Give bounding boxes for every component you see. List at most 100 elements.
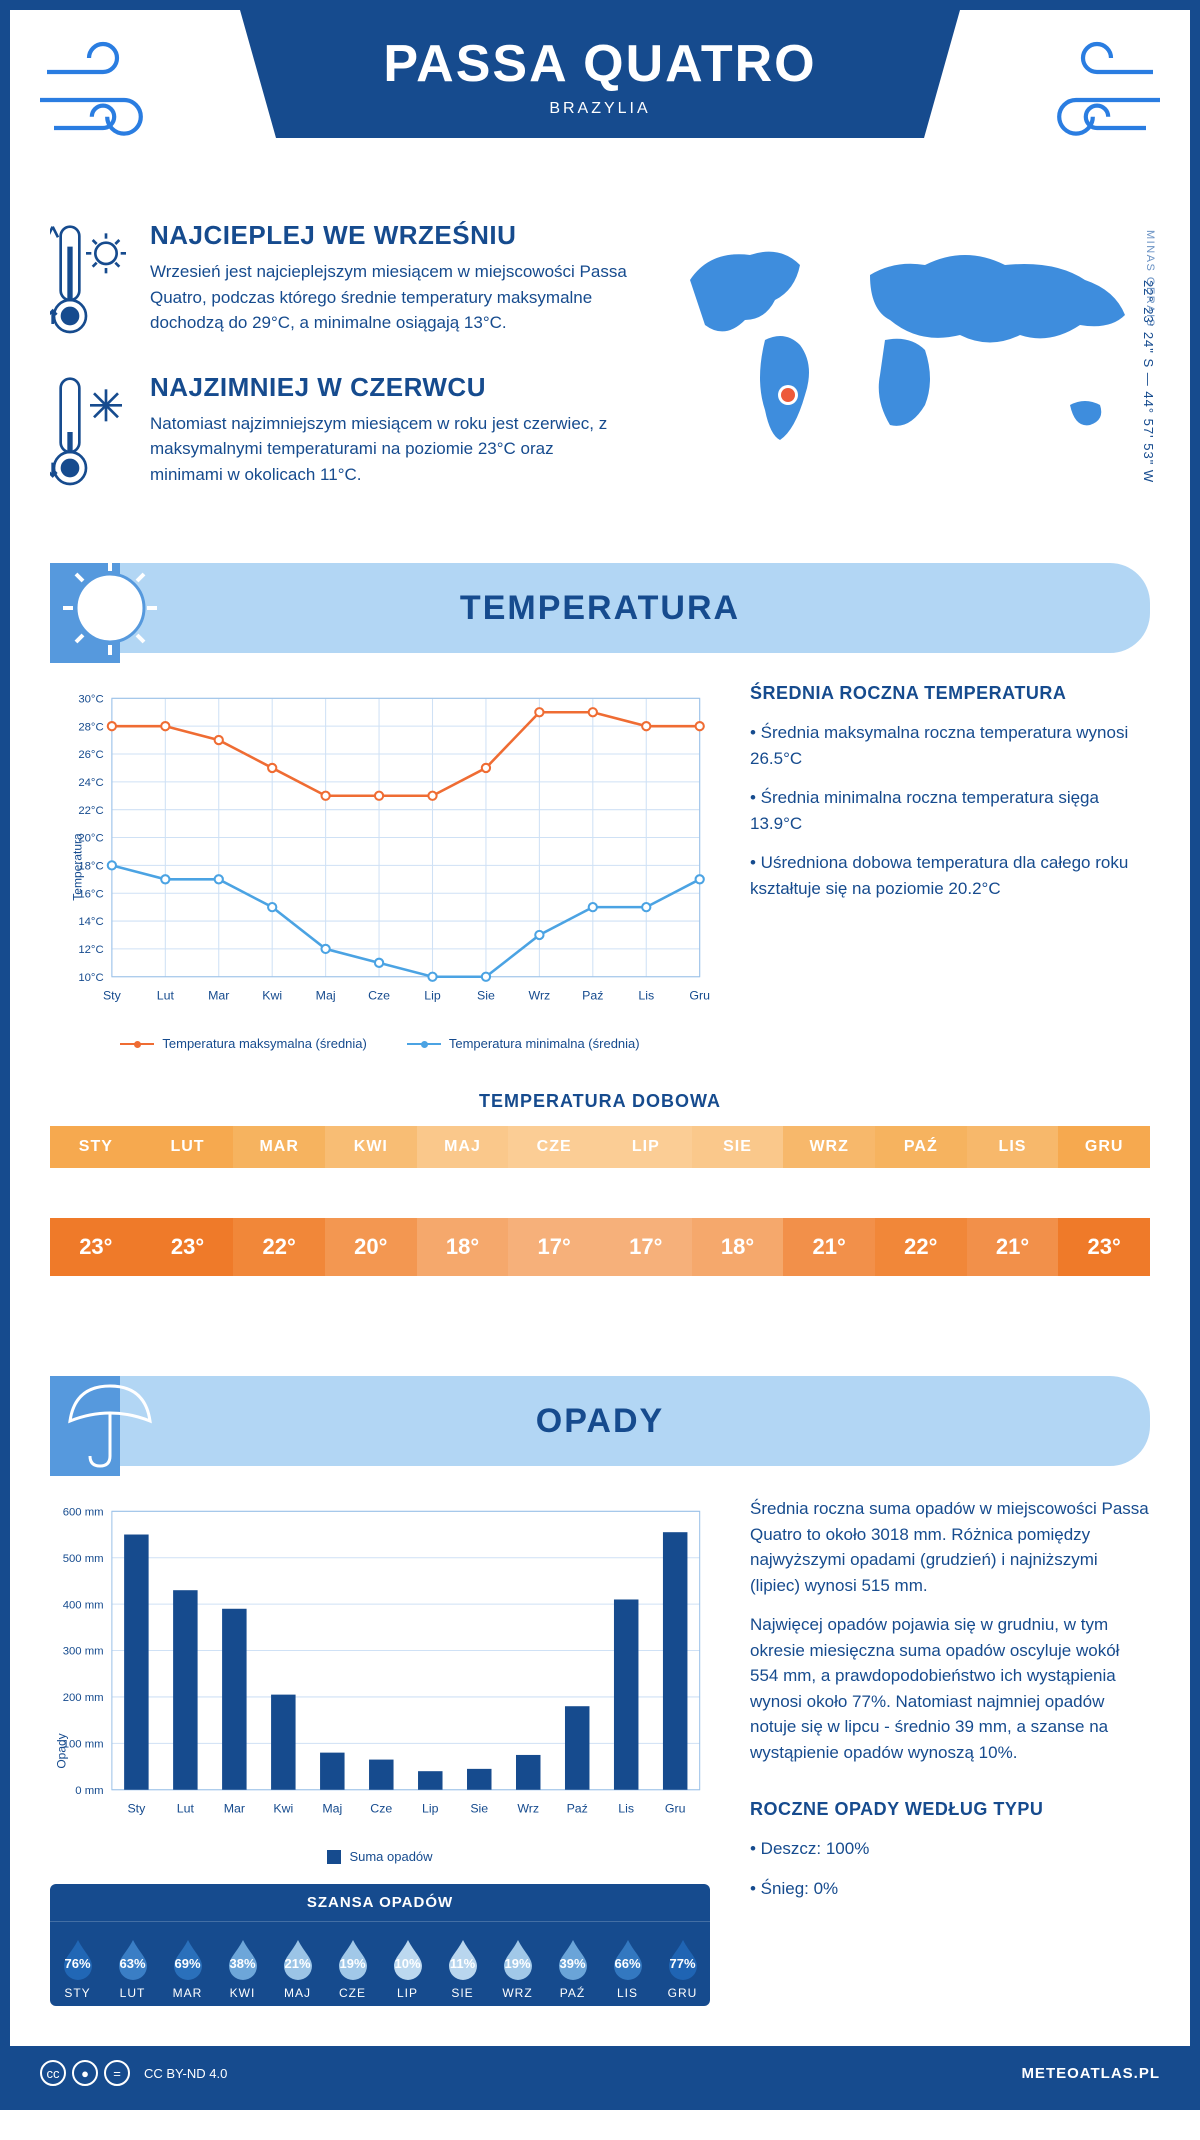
- wind-icon: [1020, 30, 1160, 170]
- precip-chance-cell: 19% CZE: [325, 1922, 380, 2006]
- svg-text:200 mm: 200 mm: [63, 1692, 104, 1704]
- world-map: [670, 220, 1150, 480]
- precip-chance-cell: 69% MAR: [160, 1922, 215, 2006]
- coldest-text: Natomiast najzimniejszym miesiącem w rok…: [150, 411, 630, 488]
- intro-text-column: NAJCIEPLEJ WE WRZEŚNIU Wrzesień jest naj…: [50, 220, 630, 523]
- temperature-side: ŚREDNIA ROCZNA TEMPERATURA • Średnia mak…: [750, 683, 1150, 1051]
- header: PASSA QUATRO BRAZYLIA: [10, 10, 1190, 190]
- temp-month-head: KWI: [325, 1126, 417, 1168]
- svg-text:300 mm: 300 mm: [63, 1646, 104, 1658]
- svg-text:Gru: Gru: [689, 988, 710, 1002]
- raindrop-icon: 69%: [166, 1936, 210, 1980]
- svg-text:24°C: 24°C: [78, 777, 103, 789]
- thermometer-hot-icon: [50, 220, 130, 330]
- coldest-title: NAJZIMNIEJ W CZERWCU: [150, 372, 630, 403]
- svg-text:Wrz: Wrz: [517, 1801, 539, 1815]
- temp-month-head: PAŹ: [875, 1126, 967, 1168]
- raindrop-icon: 66%: [606, 1936, 650, 1980]
- hottest-block: NAJCIEPLEJ WE WRZEŚNIU Wrzesień jest naj…: [50, 220, 630, 336]
- svg-text:Cze: Cze: [370, 1801, 392, 1815]
- legend-max: Temperatura maksymalna (średnia): [162, 1036, 366, 1051]
- svg-text:Paź: Paź: [567, 1801, 588, 1815]
- temperature-chart: Temperatura 10°C12°C14°C16°C18°C20°C22°C…: [50, 683, 710, 1051]
- precip-type-item: • Śnieg: 0%: [750, 1876, 1150, 1902]
- content: NAJCIEPLEJ WE WRZEŚNIU Wrzesień jest naj…: [10, 220, 1190, 2006]
- precip-y-label: Opady: [55, 1733, 69, 1768]
- temp-month-head: STY: [50, 1126, 142, 1168]
- precip-chance-cell: 77% GRU: [655, 1922, 710, 2006]
- cc-icon: cc: [40, 2060, 66, 2086]
- map-wrap: MINAS GERAIS 22° 23' 24" S — 44° 57' 53"…: [670, 220, 1150, 523]
- temp-month-head: LUT: [142, 1126, 234, 1168]
- intro-section: NAJCIEPLEJ WE WRZEŚNIU Wrzesień jest naj…: [50, 220, 1150, 523]
- temp-daily-head: STYLUTMARKWIMAJCZELIPSIEWRZPAŹLISGRU: [50, 1126, 1150, 1168]
- svg-text:Wrz: Wrz: [529, 988, 551, 1002]
- legend-precip: Suma opadów: [349, 1849, 432, 1864]
- precipitation-chart-row: Opady 0 mm 100 mm 200 mm 300 mm 400 mm 500 mm…: [50, 1496, 1150, 2006]
- raindrop-icon: 38%: [221, 1936, 265, 1980]
- temp-side-item: • Średnia minimalna roczna temperatura s…: [750, 785, 1150, 836]
- raindrop-icon: 19%: [496, 1936, 540, 1980]
- temp-month-head: MAR: [233, 1126, 325, 1168]
- temp-month-value: 23°: [142, 1218, 234, 1276]
- temp-month-value: 18°: [417, 1218, 509, 1276]
- temp-month-head: MAJ: [417, 1126, 509, 1168]
- svg-text:400 mm: 400 mm: [63, 1599, 104, 1611]
- precip-p2: Najwięcej opadów pojawia się w grudniu, …: [750, 1612, 1150, 1765]
- svg-text:500 mm: 500 mm: [63, 1553, 104, 1565]
- svg-text:Maj: Maj: [316, 988, 336, 1002]
- svg-text:28°C: 28°C: [78, 721, 103, 733]
- sun-icon: [50, 553, 170, 663]
- by-icon: ●: [72, 2060, 98, 2086]
- svg-text:Sie: Sie: [477, 988, 495, 1002]
- coords-label: 22° 23' 24" S — 44° 57' 53" W: [1141, 280, 1156, 483]
- thermometer-cold-icon: [50, 372, 130, 482]
- map-marker: [781, 388, 795, 402]
- raindrop-icon: 11%: [441, 1936, 485, 1980]
- precip-chance-cell: 38% KWI: [215, 1922, 270, 2006]
- precip-chance-cell: 19% WRZ: [490, 1922, 545, 2006]
- temp-month-head: CZE: [508, 1126, 600, 1168]
- license-text: CC BY-ND 4.0: [144, 2066, 227, 2081]
- precip-type-title: ROCZNE OPADY WEDŁUG TYPU: [750, 1799, 1150, 1820]
- temperature-section-head: TEMPERATURA: [50, 563, 1150, 653]
- svg-text:Sty: Sty: [103, 988, 122, 1002]
- precipitation-side: Średnia roczna suma opadów w miejscowośc…: [750, 1496, 1150, 2006]
- svg-text:12°C: 12°C: [78, 944, 103, 956]
- svg-text:Kwi: Kwi: [262, 988, 282, 1002]
- svg-text:Kwi: Kwi: [273, 1801, 293, 1815]
- temp-month-value: 17°: [508, 1218, 600, 1276]
- temp-month-head: SIE: [692, 1126, 784, 1168]
- temp-month-value: 23°: [1058, 1218, 1150, 1276]
- temp-side-item: • Uśredniona dobowa temperatura dla całe…: [750, 850, 1150, 901]
- temp-month-head: GRU: [1058, 1126, 1150, 1168]
- hottest-title: NAJCIEPLEJ WE WRZEŚNIU: [150, 220, 630, 251]
- raindrop-icon: 63%: [111, 1936, 155, 1980]
- precip-chance-cell: 66% LIS: [600, 1922, 655, 2006]
- coldest-block: NAJZIMNIEJ W CZERWCU Natomiast najzimnie…: [50, 372, 630, 488]
- svg-text:30°C: 30°C: [78, 693, 103, 705]
- svg-text:Mar: Mar: [208, 988, 229, 1002]
- precip-p1: Średnia roczna suma opadów w miejscowośc…: [750, 1496, 1150, 1598]
- svg-text:Sie: Sie: [470, 1801, 488, 1815]
- temperature-chart-row: Temperatura 10°C12°C14°C16°C18°C20°C22°C…: [50, 683, 1150, 1051]
- header-banner: PASSA QUATRO BRAZYLIA: [240, 10, 960, 138]
- svg-text:Maj: Maj: [322, 1801, 342, 1815]
- precipitation-chart: Opady 0 mm 100 mm 200 mm 300 mm 400 mm 500 mm…: [50, 1496, 710, 2006]
- svg-text:Gru: Gru: [665, 1801, 686, 1815]
- svg-text:0 mm: 0 mm: [75, 1785, 103, 1797]
- svg-text:100 mm: 100 mm: [63, 1738, 104, 1750]
- svg-text:Sty: Sty: [127, 1801, 146, 1815]
- precip-chance-cell: 63% LUT: [105, 1922, 160, 2006]
- raindrop-icon: 39%: [551, 1936, 595, 1980]
- footer: cc ● = CC BY-ND 4.0 METEOATLAS.PL: [10, 2046, 1190, 2100]
- hottest-text: Wrzesień jest najcieplejszym miesiącem w…: [150, 259, 630, 336]
- precip-legend: Suma opadów: [50, 1849, 710, 1864]
- precip-type-item: • Deszcz: 100%: [750, 1836, 1150, 1862]
- svg-text:Lut: Lut: [177, 1801, 195, 1815]
- precip-chance-table: SZANSA OPADÓW 76% STY 63% LUT 69% MAR 38…: [50, 1884, 710, 2006]
- license-block: cc ● = CC BY-ND 4.0: [40, 2060, 227, 2086]
- svg-text:600 mm: 600 mm: [63, 1506, 104, 1518]
- temp-month-head: WRZ: [783, 1126, 875, 1168]
- country-subtitle: BRAZYLIA: [270, 100, 930, 118]
